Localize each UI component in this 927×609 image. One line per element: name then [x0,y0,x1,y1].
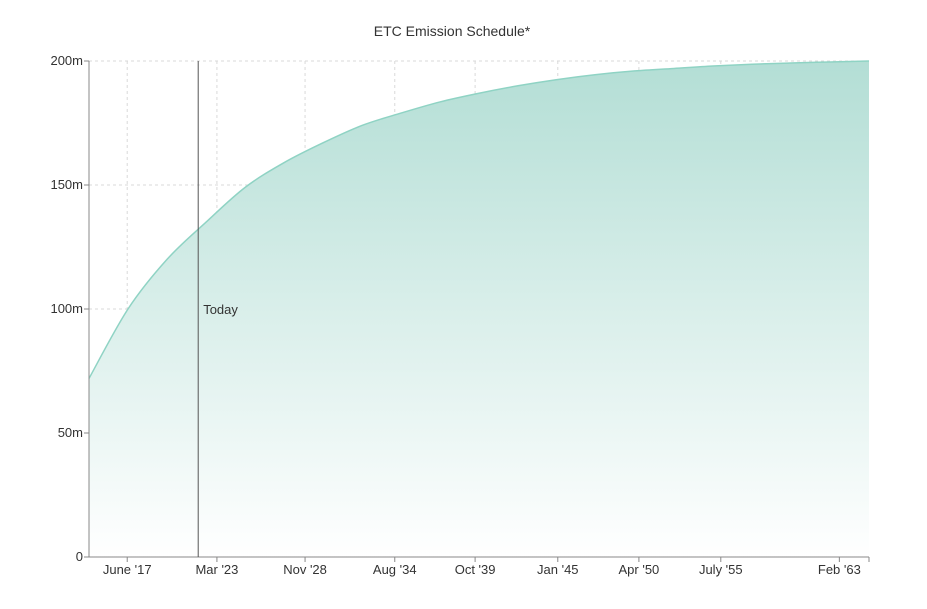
y-tick-label: 200m [50,53,83,68]
emission-area [89,61,869,557]
y-tick-label: 100m [50,301,83,316]
x-tick-label: Oct '39 [455,562,496,577]
x-tick-label: Apr '50 [619,562,660,577]
axes: 0 50m 100m 150m 200m June '17 Mar '23 Nov '28 Au… [50,53,870,577]
x-tick-label: July '55 [699,562,743,577]
y-tick-label: 0 [76,549,83,564]
x-tick-label: Mar '23 [195,562,238,577]
x-tick-label: Nov '28 [283,562,327,577]
y-tick-label: 150m [50,177,83,192]
x-tick-label: June '17 [103,562,152,577]
x-tick-label: Aug '34 [373,562,417,577]
annotations: Today [197,61,238,557]
chart-title: ETC Emission Schedule* [374,23,531,39]
today-label: Today [203,302,238,317]
x-tick-label: Feb '63 [818,562,861,577]
y-tick-label: 50m [58,425,83,440]
x-tick-label: Jan '45 [537,562,579,577]
emission-line [88,60,870,379]
